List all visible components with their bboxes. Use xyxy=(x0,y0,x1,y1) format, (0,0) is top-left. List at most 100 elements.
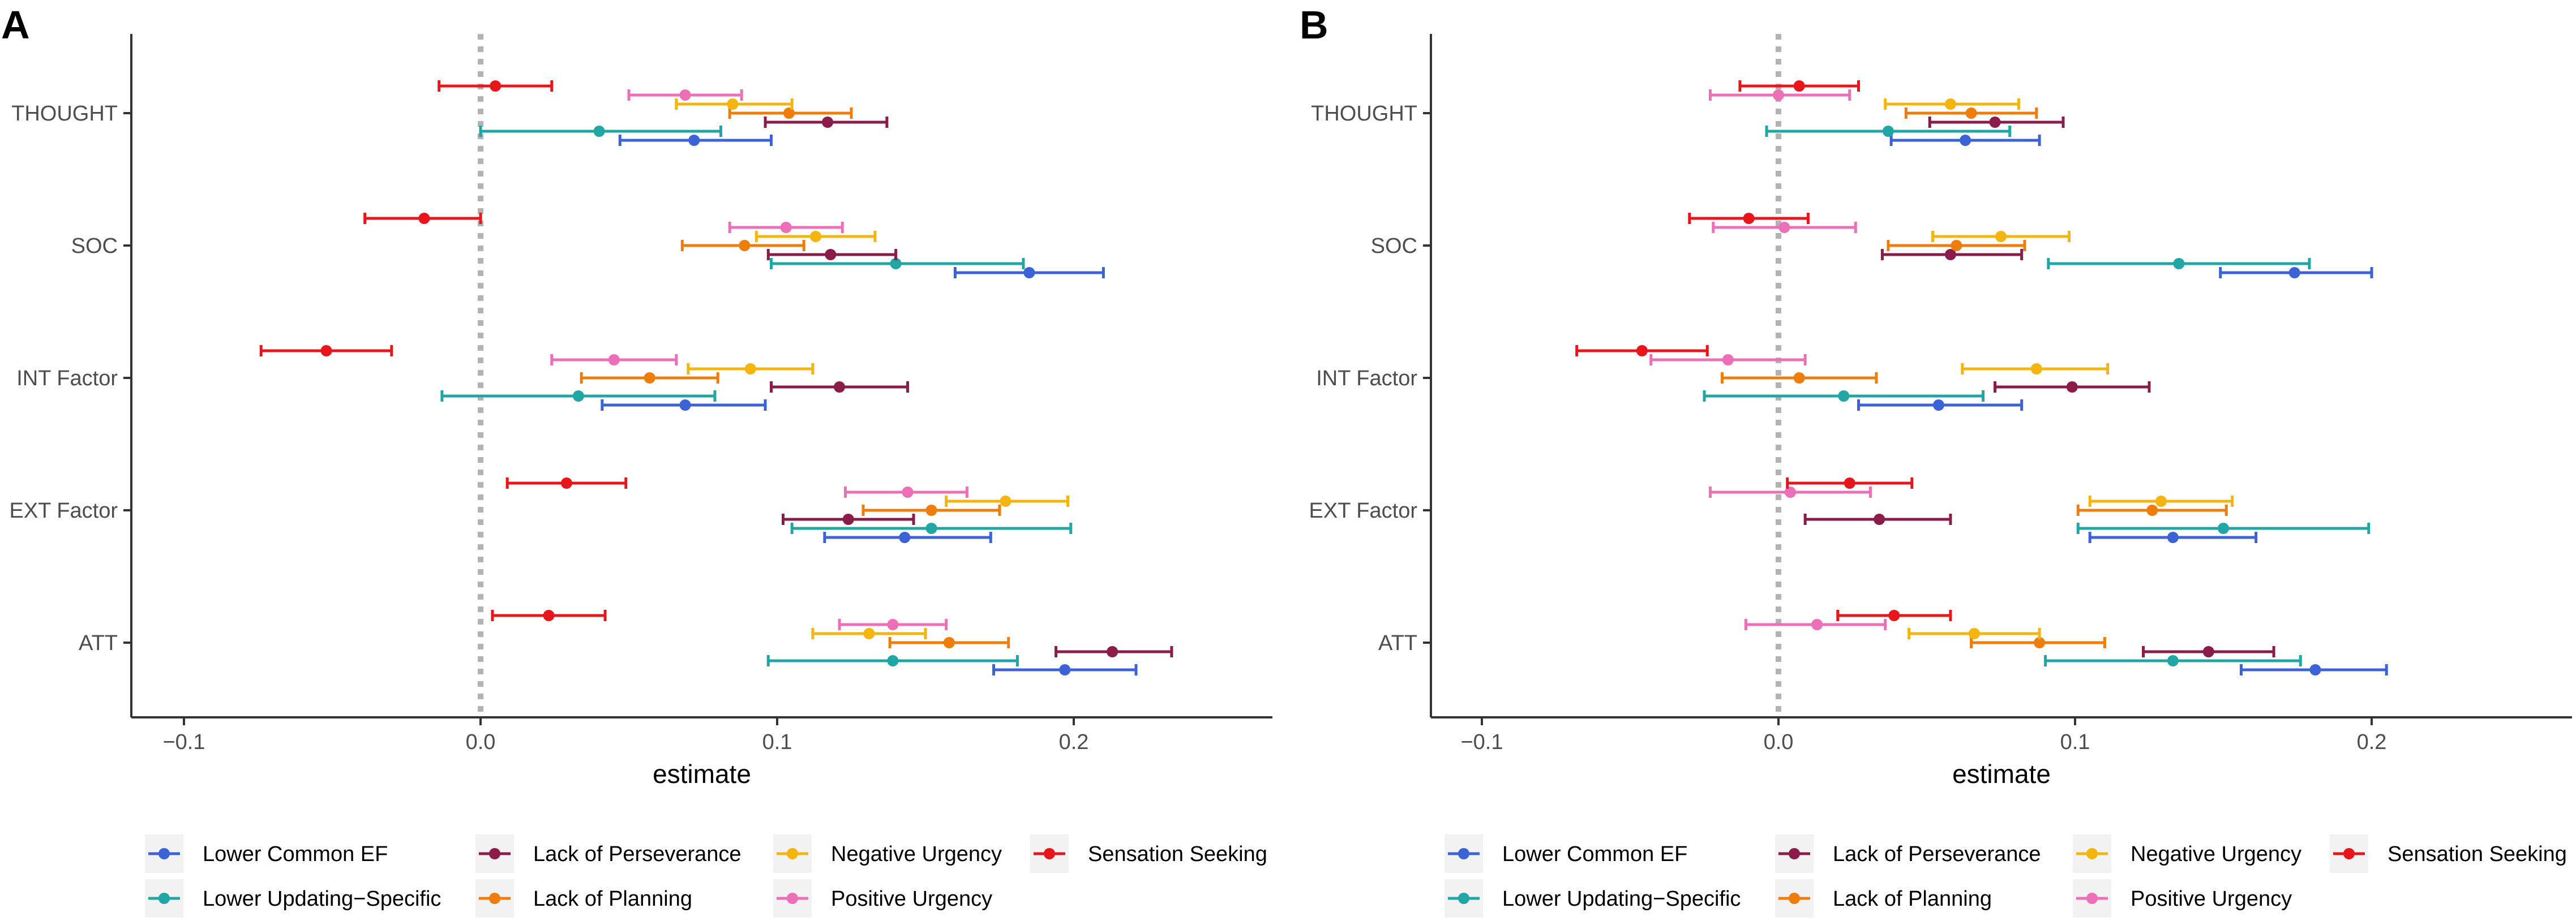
estimate-point xyxy=(1811,619,1823,630)
estimate-point xyxy=(2034,637,2046,648)
estimate-point xyxy=(899,532,911,543)
legend-key-point xyxy=(158,893,170,904)
estimate-point xyxy=(1773,89,1784,101)
legend-key-point xyxy=(2343,848,2355,859)
category-label: SOC xyxy=(71,234,118,258)
estimate-point xyxy=(543,610,555,621)
legend: Lower Common EF Lower Updating−Specific La… xyxy=(1445,834,2567,918)
estimate-point xyxy=(2288,267,2300,278)
series-group xyxy=(764,117,1173,657)
estimate-point xyxy=(1838,390,1850,402)
x-tick-label: −0.1 xyxy=(1460,730,1503,754)
legend-key-point xyxy=(489,848,500,859)
estimate-point xyxy=(1882,126,1894,137)
x-tick-label: 0.0 xyxy=(1764,730,1794,754)
legend-key-point xyxy=(1044,848,1055,859)
panel-a: A −0.1 0.0 0.1 0.2 estimate THOUGHT SOC INT Fact… xyxy=(1,3,1272,918)
estimate-point xyxy=(320,345,332,356)
estimate-point xyxy=(593,126,605,137)
estimate-point xyxy=(1888,610,1900,621)
estimate-point xyxy=(890,258,902,269)
legend-key-point xyxy=(787,848,798,859)
x-axis-title: estimate xyxy=(653,759,751,789)
estimate-point xyxy=(887,619,899,630)
x-tick-label: −0.1 xyxy=(162,730,205,754)
category-label: THOUGHT xyxy=(1311,102,1417,126)
estimate-point xyxy=(834,381,846,393)
legend-key-point xyxy=(1789,893,1800,904)
panel-letter: A xyxy=(1,3,30,47)
series-group xyxy=(1884,98,2234,639)
legend-key-point xyxy=(1458,893,1469,904)
series-group xyxy=(1720,107,2228,648)
estimate-point xyxy=(2167,655,2179,666)
legend-label: Sensation Seeking xyxy=(2388,842,2567,866)
estimate-point xyxy=(1960,135,1971,146)
estimate-point xyxy=(822,117,834,128)
category-label: THOUGHT xyxy=(11,102,118,126)
estimate-point xyxy=(2309,664,2321,675)
x-tick-label: 0.1 xyxy=(762,730,792,754)
estimate-point xyxy=(2066,381,2078,393)
legend-key-point xyxy=(787,893,798,904)
legend-label: Lack of Planning xyxy=(1833,887,1992,911)
legend-label: Lower Common EF xyxy=(203,842,388,866)
legend-label: Negative Urgency xyxy=(2131,842,2301,866)
estimate-point xyxy=(1965,107,1977,119)
series-group xyxy=(1575,80,1952,621)
estimate-point xyxy=(2146,505,2158,516)
estimate-point xyxy=(2173,258,2185,269)
legend-label: Lack of Perseverance xyxy=(1833,842,2041,866)
legend-key-point xyxy=(1789,848,1800,859)
legend-label: Positive Urgency xyxy=(831,887,992,911)
legend-label: Lower Common EF xyxy=(1502,842,1687,866)
legend-key-point xyxy=(1458,848,1469,859)
estimate-point xyxy=(1793,372,1805,384)
legend-label: Lack of Perseverance xyxy=(533,842,741,866)
series-group xyxy=(1803,117,2275,657)
x-tick-label: 0.1 xyxy=(2060,730,2090,754)
estimate-point xyxy=(863,628,875,639)
series-group xyxy=(601,135,1138,675)
category-label: ATT xyxy=(1378,631,1417,655)
estimate-point xyxy=(2218,523,2229,534)
estimate-point xyxy=(925,523,937,534)
series-group xyxy=(1703,126,2371,666)
estimate-point xyxy=(2155,496,2167,507)
estimate-point xyxy=(1844,477,1855,489)
estimate-point xyxy=(1107,646,1118,657)
estimate-point xyxy=(783,107,795,119)
estimate-point xyxy=(560,477,572,489)
estimate-point xyxy=(1944,249,1956,260)
legend-label: Lower Updating−Specific xyxy=(1502,887,1741,911)
estimate-point xyxy=(1059,664,1071,675)
category-label: EXT Factor xyxy=(10,499,118,523)
estimate-point xyxy=(902,487,914,498)
estimate-point xyxy=(943,637,955,648)
category-label: SOC xyxy=(1371,234,1417,258)
estimate-point xyxy=(2030,363,2042,375)
legend-label: Positive Urgency xyxy=(2131,887,2292,911)
series-group xyxy=(1649,89,1887,630)
estimate-point xyxy=(1793,80,1805,92)
estimate-point xyxy=(1743,213,1755,224)
estimate-point xyxy=(418,213,430,224)
legend-key-point xyxy=(489,893,500,904)
estimate-point xyxy=(490,80,502,92)
category-label: INT Factor xyxy=(1316,367,1417,390)
category-label: ATT xyxy=(79,631,118,655)
estimate-point xyxy=(1951,240,1962,251)
legend-key-point xyxy=(2086,848,2098,859)
estimate-point xyxy=(1989,117,2001,128)
estimate-point xyxy=(1000,496,1011,507)
x-tick-label: 0.2 xyxy=(1059,730,1089,754)
estimate-point xyxy=(887,655,899,666)
estimate-point xyxy=(608,354,620,365)
series-group xyxy=(580,107,1010,648)
x-tick-label: 0.2 xyxy=(2357,730,2387,754)
estimate-point xyxy=(2167,532,2179,543)
legend-label: Lack of Planning xyxy=(533,887,692,911)
estimate-point xyxy=(572,390,584,402)
legend-label: Sensation Seeking xyxy=(1088,842,1267,866)
